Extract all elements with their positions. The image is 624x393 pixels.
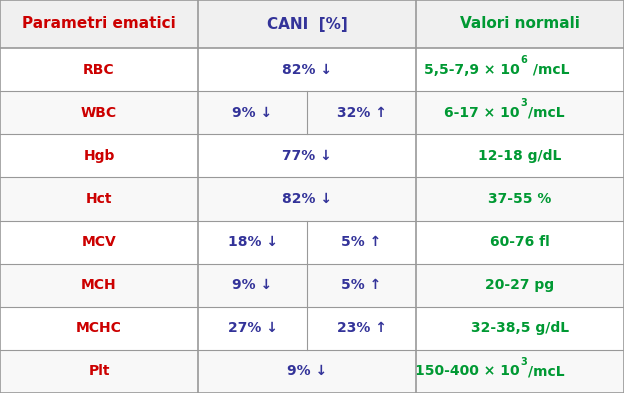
Text: 20-27 pg: 20-27 pg (485, 278, 555, 292)
Text: 12-18 g/dL: 12-18 g/dL (479, 149, 562, 163)
Text: Plt: Plt (88, 364, 110, 378)
Text: 5% ↑: 5% ↑ (341, 235, 382, 249)
Text: 9% ↓: 9% ↓ (232, 106, 273, 120)
Text: 3: 3 (520, 98, 527, 108)
Text: 6: 6 (520, 55, 527, 65)
Bar (0, 48, 624, 91)
Text: CANI  [%]: CANI [%] (266, 17, 348, 31)
Text: Hgb: Hgb (84, 149, 115, 163)
Text: 9% ↓: 9% ↓ (287, 364, 327, 378)
Text: 77% ↓: 77% ↓ (282, 149, 332, 163)
Bar (0, 177, 624, 220)
Text: Valori normali: Valori normali (460, 17, 580, 31)
Text: 82% ↓: 82% ↓ (282, 192, 332, 206)
Bar (0, 307, 624, 350)
Bar (0, 134, 624, 177)
Text: MCHC: MCHC (76, 321, 122, 335)
Text: 5,5-7,9 × 10: 5,5-7,9 × 10 (424, 62, 520, 77)
Text: MCH: MCH (81, 278, 117, 292)
Text: 6-17 × 10: 6-17 × 10 (444, 106, 520, 120)
Text: /mcL: /mcL (528, 364, 565, 378)
Text: 32-38,5 g/dL: 32-38,5 g/dL (471, 321, 569, 335)
Text: RBC: RBC (83, 62, 115, 77)
Bar (0, 220, 624, 264)
Text: 150-400 × 10: 150-400 × 10 (416, 364, 520, 378)
Text: 37-55 %: 37-55 % (489, 192, 552, 206)
Text: 82% ↓: 82% ↓ (282, 62, 332, 77)
Text: 3: 3 (520, 357, 527, 367)
Text: 23% ↑: 23% ↑ (336, 321, 386, 335)
Text: Parametri ematici: Parametri ematici (22, 17, 176, 31)
Text: /mcL: /mcL (528, 62, 570, 77)
Text: 27% ↓: 27% ↓ (228, 321, 278, 335)
Text: Hct: Hct (85, 192, 112, 206)
Bar (0, 91, 624, 134)
Text: 60-76 fl: 60-76 fl (490, 235, 550, 249)
Bar (0, 264, 624, 307)
Text: 18% ↓: 18% ↓ (228, 235, 278, 249)
Text: MCV: MCV (82, 235, 116, 249)
Text: /mcL: /mcL (528, 106, 565, 120)
Text: WBC: WBC (81, 106, 117, 120)
Text: 9% ↓: 9% ↓ (232, 278, 273, 292)
Bar (0, 0, 624, 48)
Text: 5% ↑: 5% ↑ (341, 278, 382, 292)
Bar (0, 350, 624, 393)
Text: 32% ↑: 32% ↑ (336, 106, 386, 120)
